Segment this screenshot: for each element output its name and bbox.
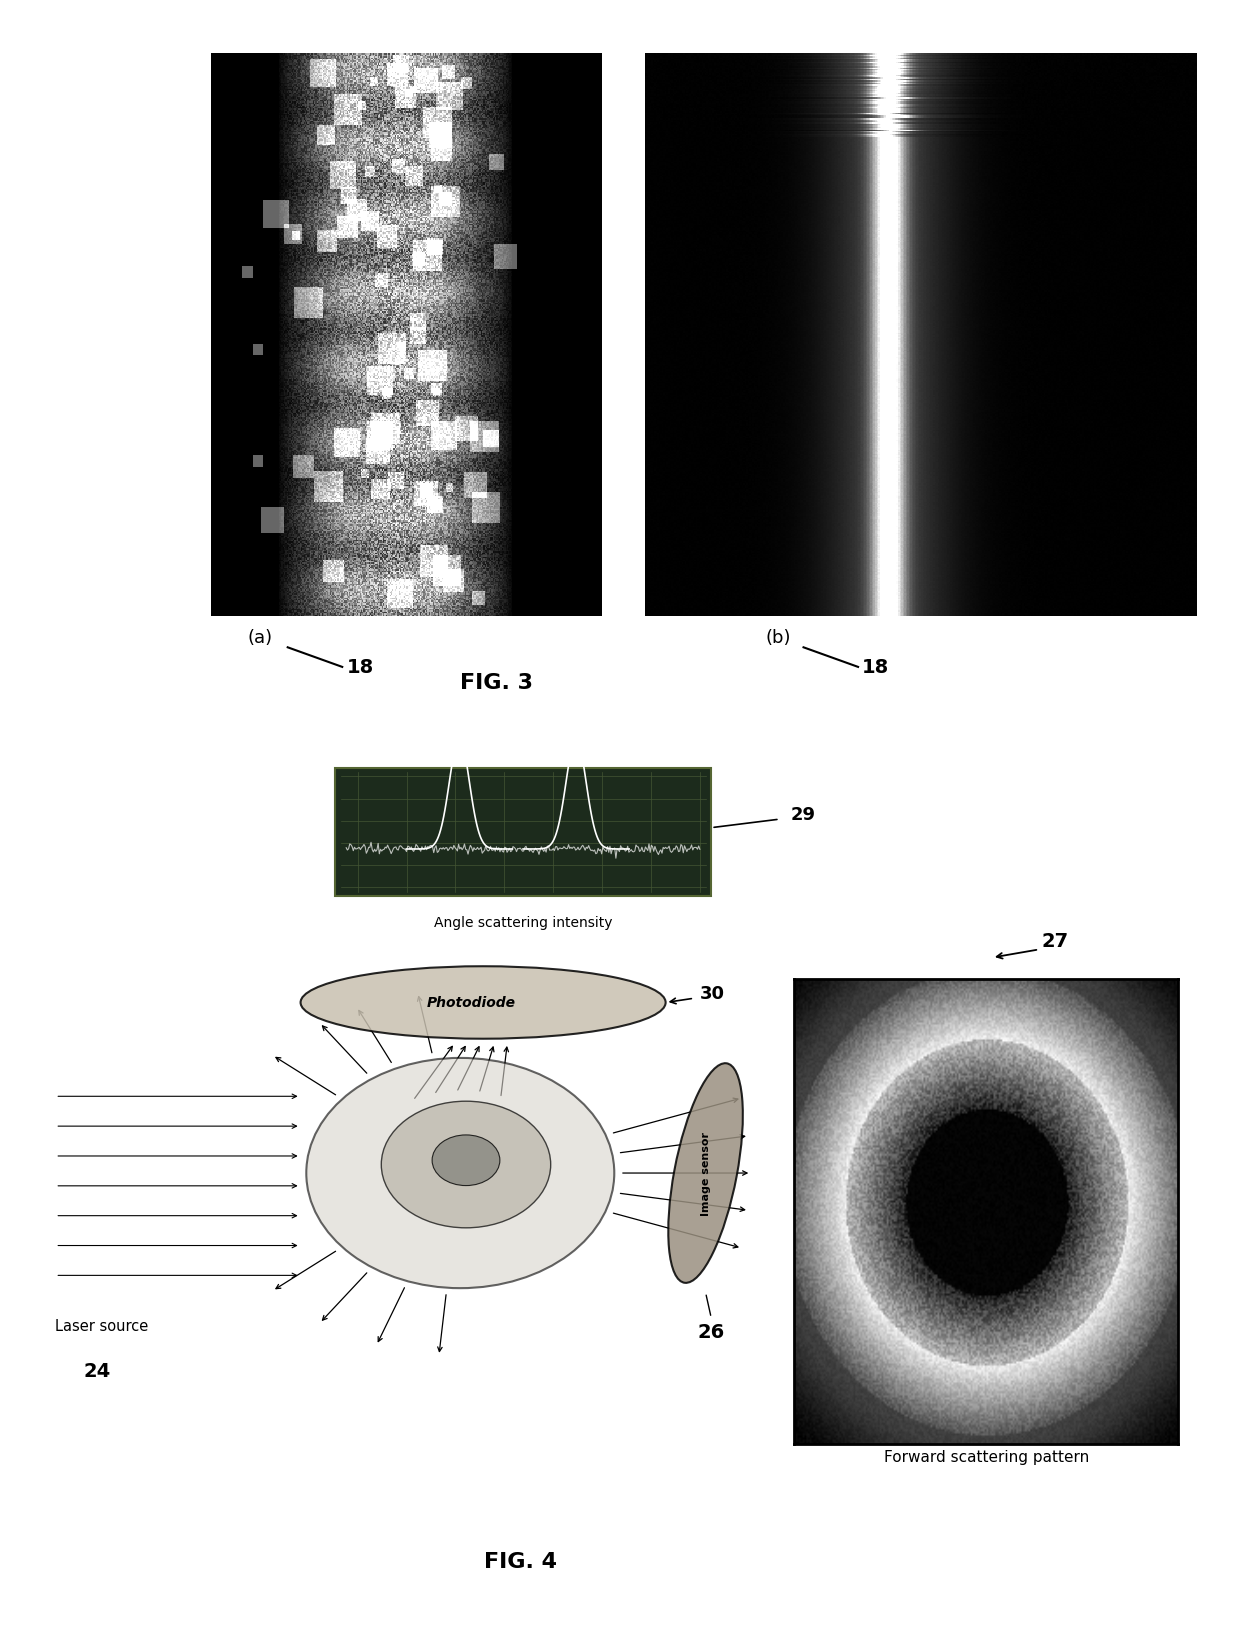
Text: 26: 26 xyxy=(698,1322,725,1342)
Text: Angle scattering intensity: Angle scattering intensity xyxy=(434,916,613,929)
Circle shape xyxy=(381,1102,551,1227)
Text: Forward scattering pattern: Forward scattering pattern xyxy=(884,1449,1090,1464)
Ellipse shape xyxy=(668,1064,743,1283)
FancyBboxPatch shape xyxy=(335,769,712,896)
Text: FIG. 3: FIG. 3 xyxy=(460,672,532,692)
Text: 29: 29 xyxy=(791,806,816,824)
Text: (a): (a) xyxy=(248,628,273,646)
Text: 27: 27 xyxy=(1042,932,1069,950)
Text: 30: 30 xyxy=(699,984,725,1002)
Text: Image sensor: Image sensor xyxy=(701,1131,711,1216)
Text: 18: 18 xyxy=(862,658,889,676)
Circle shape xyxy=(432,1136,500,1186)
Text: (b): (b) xyxy=(766,628,791,646)
Text: FIG. 4: FIG. 4 xyxy=(485,1550,557,1570)
Ellipse shape xyxy=(300,966,666,1040)
Text: Photodiode: Photodiode xyxy=(428,996,516,1010)
Text: 18: 18 xyxy=(347,658,374,676)
Circle shape xyxy=(306,1058,614,1288)
Text: 24: 24 xyxy=(84,1361,112,1379)
Text: Laser source: Laser source xyxy=(56,1319,149,1333)
